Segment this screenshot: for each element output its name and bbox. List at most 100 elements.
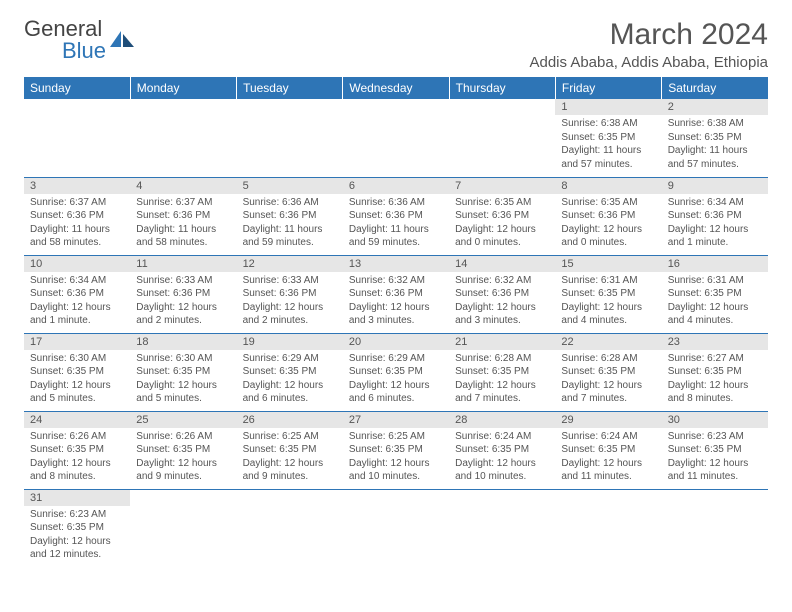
day-number: 17 [24,334,130,350]
day-of-week-header: Wednesday [343,77,449,99]
calendar-empty-cell [130,99,236,177]
day-number: 23 [662,334,768,350]
day-number: 25 [130,412,236,428]
day-details: Sunrise: 6:30 AMSunset: 6:35 PMDaylight:… [24,350,130,410]
calendar-day-cell: 22Sunrise: 6:28 AMSunset: 6:35 PMDayligh… [555,333,661,411]
calendar-day-cell: 30Sunrise: 6:23 AMSunset: 6:35 PMDayligh… [662,411,768,489]
calendar-day-cell: 7Sunrise: 6:35 AMSunset: 6:36 PMDaylight… [449,177,555,255]
calendar-day-cell: 18Sunrise: 6:30 AMSunset: 6:35 PMDayligh… [130,333,236,411]
calendar-day-cell: 5Sunrise: 6:36 AMSunset: 6:36 PMDaylight… [237,177,343,255]
calendar-day-cell: 24Sunrise: 6:26 AMSunset: 6:35 PMDayligh… [24,411,130,489]
day-number: 21 [449,334,555,350]
day-details: Sunrise: 6:32 AMSunset: 6:36 PMDaylight:… [449,272,555,332]
day-details: Sunrise: 6:38 AMSunset: 6:35 PMDaylight:… [662,115,768,175]
day-details: Sunrise: 6:34 AMSunset: 6:36 PMDaylight:… [24,272,130,332]
calendar-day-cell: 29Sunrise: 6:24 AMSunset: 6:35 PMDayligh… [555,411,661,489]
calendar-day-cell: 25Sunrise: 6:26 AMSunset: 6:35 PMDayligh… [130,411,236,489]
day-details: Sunrise: 6:26 AMSunset: 6:35 PMDaylight:… [130,428,236,488]
day-number: 12 [237,256,343,272]
day-details: Sunrise: 6:32 AMSunset: 6:36 PMDaylight:… [343,272,449,332]
calendar-day-cell: 15Sunrise: 6:31 AMSunset: 6:35 PMDayligh… [555,255,661,333]
calendar-day-cell: 26Sunrise: 6:25 AMSunset: 6:35 PMDayligh… [237,411,343,489]
day-details: Sunrise: 6:25 AMSunset: 6:35 PMDaylight:… [343,428,449,488]
calendar-day-cell: 27Sunrise: 6:25 AMSunset: 6:35 PMDayligh… [343,411,449,489]
day-details: Sunrise: 6:31 AMSunset: 6:35 PMDaylight:… [555,272,661,332]
calendar-day-cell: 23Sunrise: 6:27 AMSunset: 6:35 PMDayligh… [662,333,768,411]
calendar-empty-cell [449,99,555,177]
day-details: Sunrise: 6:35 AMSunset: 6:36 PMDaylight:… [449,194,555,254]
calendar-week-row: 3Sunrise: 6:37 AMSunset: 6:36 PMDaylight… [24,177,768,255]
day-details: Sunrise: 6:26 AMSunset: 6:35 PMDaylight:… [24,428,130,488]
brand-text: General Blue [24,18,106,62]
calendar-day-cell: 4Sunrise: 6:37 AMSunset: 6:36 PMDaylight… [130,177,236,255]
day-details: Sunrise: 6:25 AMSunset: 6:35 PMDaylight:… [237,428,343,488]
day-number: 19 [237,334,343,350]
day-number: 31 [24,490,130,506]
day-number: 22 [555,334,661,350]
calendar-week-row: 17Sunrise: 6:30 AMSunset: 6:35 PMDayligh… [24,333,768,411]
day-details: Sunrise: 6:24 AMSunset: 6:35 PMDaylight:… [555,428,661,488]
calendar-day-cell: 9Sunrise: 6:34 AMSunset: 6:36 PMDaylight… [662,177,768,255]
day-of-week-header: Saturday [662,77,768,99]
day-number: 29 [555,412,661,428]
calendar-day-cell: 17Sunrise: 6:30 AMSunset: 6:35 PMDayligh… [24,333,130,411]
calendar-day-cell: 10Sunrise: 6:34 AMSunset: 6:36 PMDayligh… [24,255,130,333]
day-number: 13 [343,256,449,272]
day-number: 15 [555,256,661,272]
day-details: Sunrise: 6:24 AMSunset: 6:35 PMDaylight:… [449,428,555,488]
day-number: 2 [662,99,768,115]
calendar-table: SundayMondayTuesdayWednesdayThursdayFrid… [24,77,768,567]
calendar-empty-cell [343,489,449,567]
title-block: March 2024 Addis Ababa, Addis Ababa, Eth… [529,18,768,71]
brand-logo: General Blue [24,18,136,62]
day-details: Sunrise: 6:27 AMSunset: 6:35 PMDaylight:… [662,350,768,410]
day-number: 20 [343,334,449,350]
calendar-week-row: 10Sunrise: 6:34 AMSunset: 6:36 PMDayligh… [24,255,768,333]
day-number: 4 [130,178,236,194]
day-details: Sunrise: 6:28 AMSunset: 6:35 PMDaylight:… [555,350,661,410]
day-number: 11 [130,256,236,272]
day-details: Sunrise: 6:35 AMSunset: 6:36 PMDaylight:… [555,194,661,254]
day-number: 30 [662,412,768,428]
calendar-empty-cell [237,99,343,177]
day-number: 28 [449,412,555,428]
day-number: 27 [343,412,449,428]
calendar-day-cell: 1Sunrise: 6:38 AMSunset: 6:35 PMDaylight… [555,99,661,177]
calendar-empty-cell [24,99,130,177]
calendar-week-row: 1Sunrise: 6:38 AMSunset: 6:35 PMDaylight… [24,99,768,177]
calendar-empty-cell [237,489,343,567]
day-details: Sunrise: 6:34 AMSunset: 6:36 PMDaylight:… [662,194,768,254]
calendar-empty-cell [343,99,449,177]
calendar-day-cell: 2Sunrise: 6:38 AMSunset: 6:35 PMDaylight… [662,99,768,177]
calendar-day-cell: 20Sunrise: 6:29 AMSunset: 6:35 PMDayligh… [343,333,449,411]
calendar-empty-cell [555,489,661,567]
calendar-day-cell: 16Sunrise: 6:31 AMSunset: 6:35 PMDayligh… [662,255,768,333]
day-details: Sunrise: 6:37 AMSunset: 6:36 PMDaylight:… [130,194,236,254]
day-details: Sunrise: 6:33 AMSunset: 6:36 PMDaylight:… [130,272,236,332]
day-of-week-header: Monday [130,77,236,99]
day-details: Sunrise: 6:36 AMSunset: 6:36 PMDaylight:… [237,194,343,254]
day-details: Sunrise: 6:29 AMSunset: 6:35 PMDaylight:… [237,350,343,410]
calendar-week-row: 24Sunrise: 6:26 AMSunset: 6:35 PMDayligh… [24,411,768,489]
calendar-day-cell: 19Sunrise: 6:29 AMSunset: 6:35 PMDayligh… [237,333,343,411]
calendar-day-cell: 31Sunrise: 6:23 AMSunset: 6:35 PMDayligh… [24,489,130,567]
month-title: March 2024 [529,18,768,52]
calendar-day-cell: 12Sunrise: 6:33 AMSunset: 6:36 PMDayligh… [237,255,343,333]
calendar-day-cell: 28Sunrise: 6:24 AMSunset: 6:35 PMDayligh… [449,411,555,489]
calendar-empty-cell [449,489,555,567]
day-number: 9 [662,178,768,194]
calendar-day-cell: 13Sunrise: 6:32 AMSunset: 6:36 PMDayligh… [343,255,449,333]
location: Addis Ababa, Addis Ababa, Ethiopia [529,54,768,71]
day-number: 26 [237,412,343,428]
day-number: 3 [24,178,130,194]
day-number: 1 [555,99,661,115]
calendar-day-cell: 6Sunrise: 6:36 AMSunset: 6:36 PMDaylight… [343,177,449,255]
day-details: Sunrise: 6:31 AMSunset: 6:35 PMDaylight:… [662,272,768,332]
day-number: 6 [343,178,449,194]
calendar-empty-cell [130,489,236,567]
day-number: 10 [24,256,130,272]
day-details: Sunrise: 6:38 AMSunset: 6:35 PMDaylight:… [555,115,661,175]
header: General Blue March 2024 Addis Ababa, Add… [24,18,768,71]
calendar-body: 1Sunrise: 6:38 AMSunset: 6:35 PMDaylight… [24,99,768,567]
day-details: Sunrise: 6:28 AMSunset: 6:35 PMDaylight:… [449,350,555,410]
